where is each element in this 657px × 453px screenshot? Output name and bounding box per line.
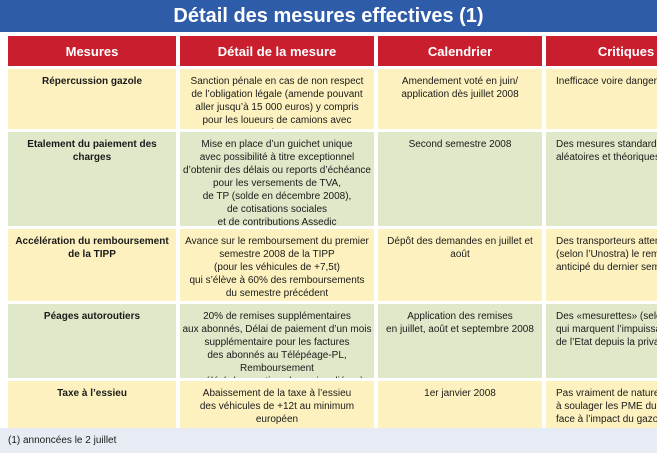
cell-mesure: Répercussion gazole	[8, 69, 176, 129]
table-row: Péages autoroutiers 20% de remises suppl…	[8, 304, 657, 378]
cell-mesure: Accélération du remboursement de la TIPP	[8, 229, 176, 301]
cell-mesure: Péages autoroutiers	[8, 304, 176, 378]
cell-calendrier: 1er janvier 2008	[378, 381, 542, 429]
cell-critiques: Des transporteurs attendent en (selon l’…	[546, 229, 657, 301]
cell-mesure: Taxe à l’essieu	[8, 381, 176, 429]
cell-calendrier: Application des remises en juillet, août…	[378, 304, 542, 378]
cell-critiques: Des mesures standards, aléatoires et thé…	[546, 132, 657, 226]
cell-detail: Avance sur le remboursement du premier s…	[180, 229, 374, 301]
measures-table: Mesures Détail de la mesure Calendrier C…	[8, 36, 657, 429]
cell-detail: 20% de remises supplémentaires aux abonn…	[180, 304, 374, 378]
cell-detail: Mise en place d’un guichet unique avec p…	[180, 132, 374, 226]
table-header-row: Mesures Détail de la mesure Calendrier C…	[8, 36, 657, 66]
table-row: Taxe à l’essieu Abaissement de la taxe à…	[8, 381, 657, 429]
cell-critiques: Inefficace voire dangereux, fera	[546, 69, 657, 129]
footnote: (1) annoncées le 2 juillet	[0, 428, 657, 453]
cell-calendrier: Second semestre 2008	[378, 132, 542, 226]
cell-critiques: Pas vraiment de nature (selon l à soulag…	[546, 381, 657, 429]
cell-calendrier: Dépôt des demandes en juillet et août	[378, 229, 542, 301]
cell-detail: Sanction pénale en cas de non respect de…	[180, 69, 374, 129]
cell-calendrier: Amendement voté en juin/ application dès…	[378, 69, 542, 129]
header-detail: Détail de la mesure	[180, 36, 374, 66]
table-row: Etalement du paiement des charges Mise e…	[8, 132, 657, 226]
header-critiques: Critiques	[546, 36, 657, 66]
cell-detail: Abaissement de la taxe à l’essieu des vé…	[180, 381, 374, 429]
page-title: Détail des mesures effectives (1)	[0, 0, 657, 32]
cell-critiques: Des «mesurettes» (selon la F qui marquen…	[546, 304, 657, 378]
header-calendrier: Calendrier	[378, 36, 542, 66]
table-row: Accélération du remboursement de la TIPP…	[8, 229, 657, 301]
cell-mesure: Etalement du paiement des charges	[8, 132, 176, 226]
table-row: Répercussion gazole Sanction pénale en c…	[8, 69, 657, 129]
header-mesures: Mesures	[8, 36, 176, 66]
